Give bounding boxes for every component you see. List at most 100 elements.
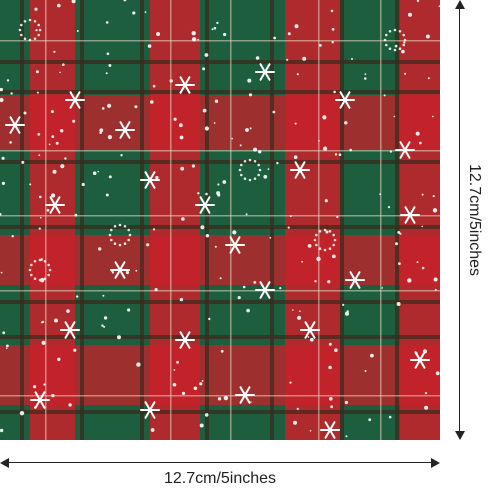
snowflake-icon bbox=[60, 321, 80, 339]
snow-dot bbox=[181, 391, 186, 395]
height-label: 12.7cm/5inches bbox=[466, 163, 483, 277]
snow-dot bbox=[172, 382, 177, 387]
snow-dot bbox=[23, 111, 27, 115]
snow-ring-dot bbox=[43, 277, 47, 281]
snow-dot bbox=[393, 115, 396, 118]
snow-dot bbox=[169, 79, 173, 83]
snow-ring-dot bbox=[253, 160, 257, 163]
snow-dot bbox=[98, 247, 102, 251]
snow-dot bbox=[54, 318, 58, 323]
height-dimension-line bbox=[459, 4, 460, 436]
snow-dot bbox=[364, 77, 367, 80]
snow-dot bbox=[237, 296, 241, 300]
snowflake-icon bbox=[400, 206, 420, 224]
snow-dot bbox=[425, 34, 430, 39]
snow-ring-dot bbox=[23, 37, 27, 40]
snowflake-icon bbox=[290, 161, 310, 179]
snow-ring-dot bbox=[333, 238, 337, 242]
snow-ring-dot bbox=[385, 33, 388, 37]
snow-ring-dot bbox=[398, 47, 402, 50]
snow-ring-dot bbox=[243, 177, 247, 180]
snow-dot bbox=[123, 0, 127, 2]
snow-dot bbox=[323, 146, 328, 151]
snow-dot bbox=[59, 71, 61, 74]
snow-dot bbox=[108, 175, 112, 179]
snow-dot bbox=[214, 245, 217, 248]
snow-dot bbox=[287, 32, 291, 36]
snow-dot bbox=[111, 271, 114, 274]
snow-dot bbox=[55, 141, 59, 145]
snowflake-center bbox=[147, 177, 153, 183]
snow-dot bbox=[435, 371, 440, 376]
snow-dot bbox=[294, 122, 297, 125]
snow-dot bbox=[176, 360, 180, 364]
arrow-right-icon bbox=[431, 458, 440, 468]
snow-dot bbox=[432, 195, 435, 198]
snow-dot bbox=[191, 164, 195, 168]
snow-dot bbox=[296, 73, 299, 76]
snow-dot bbox=[334, 153, 338, 156]
snowflake-icon bbox=[395, 141, 415, 159]
snow-dot bbox=[292, 309, 294, 311]
light-line-vertical bbox=[318, 0, 320, 440]
snow-dot bbox=[53, 50, 56, 53]
light-line-horizontal bbox=[0, 150, 440, 152]
snow-ring-dot bbox=[258, 168, 262, 172]
snow-ring-dot bbox=[243, 160, 247, 163]
snowflake-center bbox=[417, 357, 423, 363]
snow-dot bbox=[102, 294, 105, 297]
snow-ring-dot bbox=[257, 163, 261, 167]
snowflake-center bbox=[202, 202, 208, 208]
snowflake-icon bbox=[65, 91, 85, 109]
snow-dot bbox=[66, 309, 70, 313]
snow-dot bbox=[223, 32, 227, 37]
snow-dot bbox=[99, 128, 104, 133]
snowflake-center bbox=[407, 212, 413, 218]
snow-dot bbox=[222, 180, 227, 184]
snowflake-center bbox=[147, 407, 153, 413]
snow-ring-dot bbox=[33, 277, 37, 281]
snow-dot bbox=[9, 141, 12, 144]
snow-dot bbox=[40, 278, 45, 283]
snow-dot bbox=[319, 44, 322, 47]
snow-dot bbox=[379, 193, 381, 196]
arrow-down-icon bbox=[455, 431, 465, 440]
snow-dot bbox=[202, 67, 206, 71]
snow-ring-dot bbox=[238, 168, 242, 172]
snow-ring-dot bbox=[118, 243, 122, 247]
snow-dot bbox=[62, 63, 65, 66]
snow-dot bbox=[255, 56, 260, 60]
snow-dot bbox=[117, 335, 121, 340]
snow-dot bbox=[293, 155, 298, 159]
snow-ring-dot bbox=[248, 158, 252, 162]
snow-dot bbox=[173, 369, 176, 371]
snow-dot bbox=[1, 181, 5, 185]
height-dimension: 12.7cm/5inches bbox=[445, 0, 500, 440]
snow-ring-dot bbox=[113, 242, 117, 245]
snow-dot bbox=[318, 140, 320, 142]
snow-ring-dot bbox=[47, 273, 50, 277]
snow-ring-dot bbox=[127, 228, 130, 232]
snow-dot bbox=[349, 148, 353, 152]
snow-dot bbox=[208, 317, 211, 321]
snow-dot bbox=[344, 121, 348, 125]
snow-dot bbox=[0, 87, 3, 92]
snow-dot bbox=[52, 169, 57, 174]
snow-ring-dot bbox=[118, 223, 122, 227]
snow-dot bbox=[106, 52, 110, 55]
snow-dot bbox=[2, 331, 6, 335]
snow-ring-dot bbox=[398, 30, 402, 33]
dark-line-vertical bbox=[80, 0, 84, 440]
snow-ring-dot bbox=[110, 238, 113, 242]
snow-dot bbox=[39, 195, 42, 199]
snow-dot bbox=[33, 385, 37, 389]
snow-dot bbox=[258, 150, 262, 154]
snow-ring-dot bbox=[328, 230, 332, 233]
snow-dot bbox=[302, 56, 307, 61]
snow-ring-dot bbox=[313, 238, 317, 242]
snow-dot bbox=[421, 266, 425, 270]
snow-dot bbox=[331, 41, 334, 44]
snowflake-center bbox=[307, 327, 313, 333]
snow-dot bbox=[1, 156, 5, 160]
dark-line-horizontal bbox=[0, 90, 440, 94]
